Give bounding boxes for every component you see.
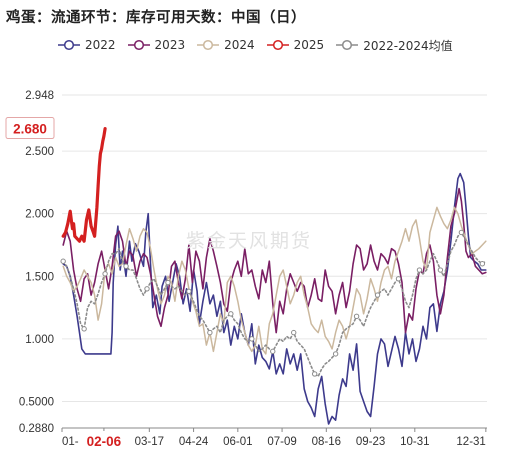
x-tick-label: 03-17 — [135, 436, 164, 448]
series-marker — [81, 326, 87, 332]
y-tick-label: 2.948 — [25, 90, 54, 102]
x-tick-label: 07-09 — [267, 436, 296, 448]
legend-swatch-marker — [63, 39, 75, 51]
y-tick-label: 1.500 — [25, 271, 54, 283]
legend-label: 2022 — [85, 38, 116, 52]
series-marker — [270, 348, 276, 355]
series-marker — [123, 263, 129, 269]
series-marker — [165, 279, 171, 286]
legend-swatch-icon — [336, 39, 359, 51]
chart-title: 鸡蛋：流通环节：库存可用天数：中国（日） — [6, 10, 306, 26]
series-marker — [332, 351, 339, 357]
series-marker — [395, 276, 402, 282]
y-tick-label: 0.2880 — [19, 423, 54, 435]
series-marker — [186, 288, 192, 294]
series-marker — [437, 267, 444, 273]
legend-swatch-icon — [197, 39, 220, 51]
legend-label: 2022-2024均值 — [363, 38, 453, 53]
legend-item: 2025 — [266, 38, 325, 52]
series-marker — [479, 261, 486, 267]
y-tick-label: 0.5000 — [19, 396, 54, 408]
series-marker — [458, 229, 465, 236]
legend-item: 2022-2024均值 — [336, 37, 453, 54]
legend-label: 2025 — [293, 38, 325, 52]
series-marker — [353, 313, 360, 320]
series-line-2024 — [62, 206, 487, 355]
legend-swatch-marker — [133, 39, 144, 51]
x-tick-label: 04-24 — [179, 436, 209, 448]
x-tick-label: 12-31 — [456, 436, 485, 448]
series-marker — [416, 267, 423, 273]
series-marker — [228, 311, 234, 317]
x-tick-label: 06-01 — [223, 436, 252, 448]
y-highlight-label: 2.680 — [13, 122, 47, 137]
legend-item: 2024 — [197, 38, 255, 52]
series-marker — [374, 292, 381, 298]
series-marker — [311, 371, 318, 377]
watermark: 紫金天风期货 — [186, 230, 313, 252]
legend-swatch-marker — [272, 39, 283, 51]
legend-swatch-marker — [342, 39, 353, 51]
x-highlight-badge — [78, 431, 129, 451]
series-line-2022-2024均值 — [62, 231, 487, 378]
series-marker — [207, 329, 213, 336]
legend-swatch-icon — [127, 39, 150, 51]
y-tick-label: 2.500 — [25, 146, 54, 158]
legend-label: 2023 — [154, 38, 186, 52]
series-line-2022 — [62, 172, 487, 425]
series-marker — [60, 258, 66, 264]
x-tick-label: 10-31 — [400, 436, 429, 448]
series-marker — [102, 271, 108, 277]
x-tick-label: 08-16 — [312, 436, 341, 448]
legend: 2022 2023 2024 2025 2022-2024均值 — [58, 37, 465, 53]
legend-swatch-icon — [266, 39, 289, 51]
legend-swatch-marker — [203, 39, 214, 51]
legend-label: 2024 — [224, 38, 255, 52]
series-line-2025 — [61, 127, 107, 243]
series-marker — [249, 336, 255, 342]
legend-item: 2022 — [58, 38, 116, 52]
y-tick-label: 1.000 — [25, 334, 54, 346]
x-highlight-label: 02-06 — [87, 434, 122, 449]
series-marker — [291, 329, 297, 336]
y-highlight-badge — [5, 117, 55, 140]
series-marker — [144, 286, 150, 292]
x-tick-label: 09-23 — [356, 436, 385, 448]
legend-swatch-icon — [58, 39, 80, 51]
y-tick-label: 2.000 — [25, 209, 54, 221]
legend-item: 2023 — [127, 38, 186, 52]
